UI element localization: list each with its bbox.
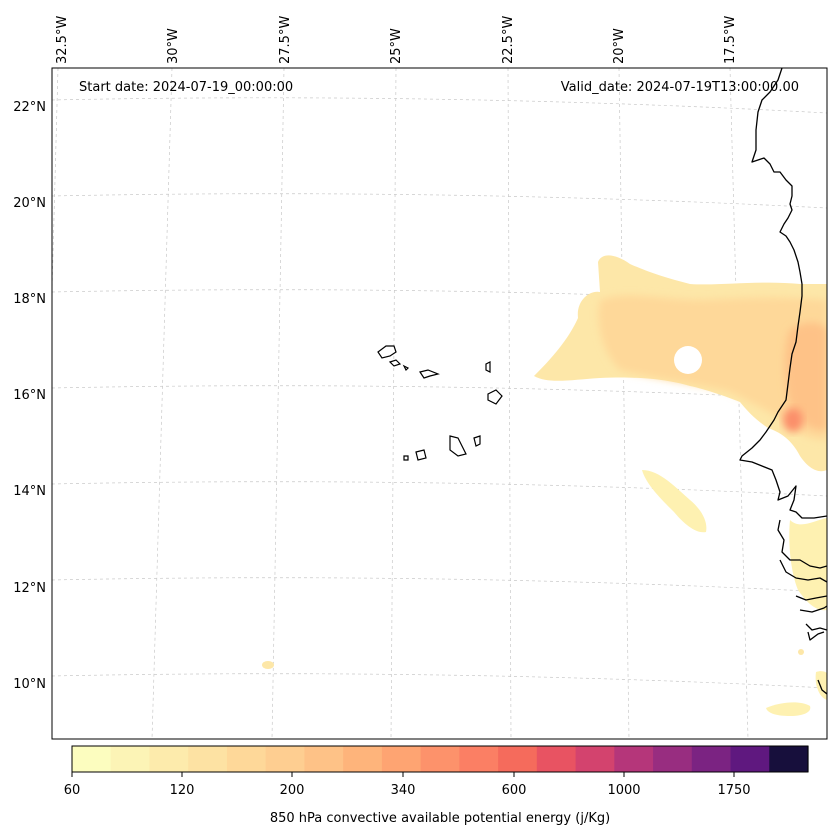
island-boa-vista — [487, 389, 503, 405]
colorbar-swatch — [265, 746, 306, 772]
colorbar-swatch — [149, 746, 189, 772]
coastline — [739, 68, 827, 695]
latitude-labels: 22°N 20°N 18°N 16°N 14°N 12°N 10°N — [13, 100, 46, 692]
cape-field — [262, 255, 827, 716]
lat-label: 12°N — [13, 581, 46, 596]
island-santa-luzia — [402, 364, 410, 372]
valid-date-label: Valid_date: 2024-07-19T13:00:00.00 — [561, 80, 799, 95]
island-sao-nicolau — [419, 369, 440, 379]
colorbar-swatch — [691, 746, 732, 772]
colorbar-swatch — [188, 746, 228, 772]
colorbar-swatch — [536, 746, 577, 772]
island-sal — [485, 361, 491, 373]
map-frame — [51, 67, 828, 740]
colorbar-swatches — [72, 746, 809, 772]
island-fogo — [415, 449, 427, 461]
cape-verde-islands — [377, 345, 503, 461]
colorbar-swatch — [343, 746, 383, 772]
colorbar-swatch — [304, 746, 344, 772]
cape-region-peak — [783, 408, 803, 432]
cape-region-gambia — [789, 518, 827, 611]
colorbar-swatch — [72, 746, 112, 772]
lat-label: 20°N — [13, 196, 46, 211]
cape-region-high — [784, 322, 827, 431]
colorbar-tick-label: 340 — [391, 783, 416, 798]
cape-hole — [674, 346, 702, 374]
colorbar-ticks — [71, 772, 735, 777]
colorbar-swatch — [653, 746, 693, 772]
colorbar-swatch — [110, 746, 151, 772]
start-date-label: Start date: 2024-07-19_00:00:00 — [79, 80, 293, 95]
cape-region-coast-se — [766, 702, 811, 716]
cape-spot-e — [798, 649, 804, 655]
colorbar-title: 850 hPa convective available potential e… — [270, 811, 610, 826]
colorbar-swatch — [769, 746, 809, 772]
lon-label: 27.5°W — [278, 16, 293, 64]
colorbar-swatch — [381, 746, 422, 772]
lat-label: 10°N — [13, 677, 46, 692]
colorbar-swatch — [420, 746, 460, 772]
island-santiago — [449, 435, 467, 457]
cape-region-coast-e — [815, 671, 827, 700]
lon-label: 20°W — [612, 28, 627, 64]
lon-label: 25°W — [389, 28, 404, 64]
colorbar-swatch — [498, 746, 538, 772]
colorbar-swatch — [730, 746, 770, 772]
island-maio — [473, 435, 481, 447]
colorbar-swatch — [226, 746, 267, 772]
lat-label: 16°N — [13, 388, 46, 403]
lat-label: 18°N — [13, 292, 46, 307]
colorbar-tick-label: 600 — [502, 783, 527, 798]
colorbar-swatch — [459, 746, 499, 772]
lon-label: 22.5°W — [501, 16, 516, 64]
island-brava — [403, 455, 409, 461]
colorbar-frame — [71, 745, 809, 773]
colorbar: 60 120 200 340 600 1000 1750 850 hPa con… — [64, 745, 809, 826]
lat-label: 22°N — [13, 100, 46, 115]
lon-label: 30°W — [166, 28, 181, 64]
colorbar-tick-label: 120 — [170, 783, 195, 798]
colorbar-tick-label: 200 — [280, 783, 305, 798]
colorbar-swatch — [614, 746, 654, 772]
parallel-gridlines — [52, 97, 827, 689]
meridian-gridlines — [52, 68, 749, 739]
lon-label: 32.5°W — [55, 16, 70, 64]
island-santo-antao — [377, 345, 397, 359]
colorbar-tick-label: 1000 — [607, 783, 640, 798]
map-area — [52, 68, 827, 739]
island-sao-vicente — [388, 359, 402, 367]
lat-label: 14°N — [13, 484, 46, 499]
colorbar-tick-label: 1750 — [717, 783, 750, 798]
lon-label: 17.5°W — [723, 16, 738, 64]
cape-region-inner — [598, 295, 827, 440]
cape-region-south — [642, 470, 707, 533]
colorbar-swatch — [575, 746, 615, 772]
cape-spot-sw — [262, 661, 274, 669]
longitude-labels: 32.5°W 30°W 27.5°W 25°W 22.5°W 20°W 17.5… — [55, 16, 738, 64]
colorbar-tick-label: 60 — [64, 783, 81, 798]
